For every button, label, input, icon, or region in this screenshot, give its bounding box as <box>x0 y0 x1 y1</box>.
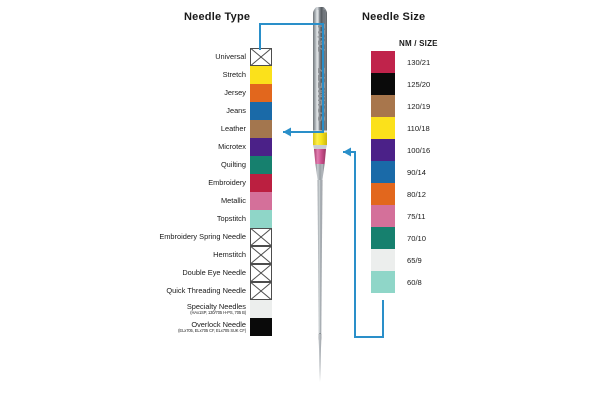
needle-type-row[interactable]: Metallic <box>150 192 272 210</box>
needle-type-label: Overlock Needle (ELx705, ELx705 CF, ELx70… <box>178 319 246 333</box>
needle-size-row[interactable]: 125/20 <box>371 73 430 95</box>
needle-type-color-swatch[interactable] <box>250 156 272 174</box>
needle-size-color-swatch[interactable] <box>371 73 395 95</box>
needle-type-label: Jersey <box>224 88 246 97</box>
needle-type-label: Hemstitch <box>213 250 246 259</box>
needle-type-label: Quick Threading Needle <box>166 286 246 295</box>
needle-type-color-swatch[interactable] <box>250 300 272 318</box>
needle-size-color-swatch[interactable] <box>371 249 395 271</box>
needle-type-row[interactable]: Stretch <box>150 66 272 84</box>
needle-size-color-swatch[interactable] <box>371 139 395 161</box>
needle-type-row[interactable]: Double Eye Needle <box>150 264 272 282</box>
needle-type-label: Double Eye Needle <box>182 268 246 277</box>
needle-type-color-swatch[interactable] <box>250 192 272 210</box>
needle-type-label: Specialty Needles (HAx1SP, 130/705 H-PS, … <box>186 301 246 315</box>
needle-type-row[interactable]: Topstitch <box>150 210 272 228</box>
needle-size-heading: Needle Size <box>362 11 426 23</box>
needle-type-color-band <box>314 149 326 164</box>
needle-type-color-swatch[interactable] <box>250 84 272 102</box>
needle-type-sublabel: (ELx705, ELx705 CF, ELx705 SUK CF) <box>178 327 246 333</box>
needle-type-row[interactable]: Microtex <box>150 138 272 156</box>
needle-size-color-swatch[interactable] <box>371 51 395 73</box>
needle-size-color-swatch[interactable] <box>371 161 395 183</box>
needle-type-color-swatch[interactable] <box>250 282 272 300</box>
needle-type-label: Topstitch <box>216 214 246 223</box>
needle-type-sublabel: (HAx1SP, 130/705 H-PS, 705 B) <box>190 309 246 315</box>
needle-type-row[interactable]: Embroidery <box>150 174 272 192</box>
needle-size-color-swatch[interactable] <box>371 227 395 249</box>
needle-type-row[interactable]: Universal <box>150 48 272 66</box>
needle-type-color-swatch[interactable] <box>250 174 272 192</box>
needle-type-label: Leather <box>220 124 246 133</box>
needle-type-row[interactable]: Jersey <box>150 84 272 102</box>
needle-type-label: Jeans <box>226 106 246 115</box>
needle-size-label: 90/14 <box>407 167 427 177</box>
needle-size-label: 120/19 <box>407 101 431 111</box>
needle-type-row[interactable]: Embroidery Spring Needle <box>150 228 272 246</box>
needle-type-color-swatch[interactable] <box>250 48 272 66</box>
needle-type-label: Metallic <box>220 196 246 205</box>
needle-type-color-swatch[interactable] <box>250 102 272 120</box>
needle-size-label: 110/18 <box>407 123 430 133</box>
needle-type-label: Embroidery Spring Needle <box>159 232 246 241</box>
needle-size-list: 130/21 125/20 120/19 110/18 100/16 90/14 80/12… <box>371 51 430 293</box>
needle-size-label: 130/21 <box>407 57 431 67</box>
needle-size-color-swatch[interactable] <box>371 117 395 139</box>
needle-size-color-swatch[interactable] <box>371 183 395 205</box>
needle-size-label: 80/12 <box>407 189 427 199</box>
needle-size-row[interactable]: 100/16 <box>371 139 430 161</box>
needle-type-label: Microtex <box>218 142 246 151</box>
sewing-needle-illustration <box>313 7 327 382</box>
needle-size-color-swatch[interactable] <box>371 95 395 117</box>
needle-size-label: 60/8 <box>407 277 422 287</box>
needle-size-color-band <box>313 132 327 145</box>
needle-type-color-swatch[interactable] <box>250 210 272 228</box>
needle-size-label: 70/10 <box>407 233 427 243</box>
needle-type-row[interactable]: Quick Threading Needle <box>150 282 272 300</box>
needle-type-color-swatch[interactable] <box>250 246 272 264</box>
needle-type-heading: Needle Type <box>184 11 251 23</box>
nm-size-column-header: NM / SIZE <box>399 39 438 48</box>
needle-type-label: Universal <box>215 52 246 61</box>
needle-type-color-swatch[interactable] <box>250 228 272 246</box>
needle-type-color-swatch[interactable] <box>250 66 272 84</box>
needle-type-label: Stretch <box>222 70 246 79</box>
needle-type-row[interactable]: Specialty Needles (HAx1SP, 130/705 H-PS, … <box>150 300 272 318</box>
needle-size-row[interactable]: 130/21 <box>371 51 430 73</box>
needle-size-row[interactable]: 70/10 <box>371 227 430 249</box>
needle-type-label: Embroidery <box>208 178 246 187</box>
connector-arrow-upper <box>283 127 291 137</box>
needle-size-label: 65/9 <box>407 255 422 265</box>
connector-arrow-lower <box>343 147 351 157</box>
needle-size-row[interactable]: 110/18 <box>371 117 430 139</box>
needle-type-row[interactable]: Jeans <box>150 102 272 120</box>
needle-size-row[interactable]: 120/19 <box>371 95 430 117</box>
needle-size-color-swatch[interactable] <box>371 271 395 293</box>
needle-size-color-swatch[interactable] <box>371 205 395 227</box>
needle-size-row[interactable]: 80/12 <box>371 183 430 205</box>
needle-type-row[interactable]: Hemstitch <box>150 246 272 264</box>
needle-size-row[interactable]: 60/8 <box>371 271 430 293</box>
needle-size-row[interactable]: 90/14 <box>371 161 430 183</box>
needle-size-row[interactable]: 65/9 <box>371 249 430 271</box>
needle-type-color-swatch[interactable] <box>250 264 272 282</box>
needle-size-row[interactable]: 75/11 <box>371 205 430 227</box>
needle-point <box>318 334 322 382</box>
needle-type-list: Universal Stretch Jersey Jeans Leather Microt… <box>150 48 272 336</box>
needle-type-label: Quilting <box>220 160 246 169</box>
needle-type-color-swatch[interactable] <box>250 138 272 156</box>
needle-type-row[interactable]: Overlock Needle (ELx705, ELx705 CF, ELx70… <box>150 318 272 336</box>
needle-size-label: 100/16 <box>407 145 431 155</box>
needle-size-label: 75/11 <box>407 211 426 221</box>
needle-type-row[interactable]: Quilting <box>150 156 272 174</box>
needle-type-row[interactable]: Leather <box>150 120 272 138</box>
needle-type-color-swatch[interactable] <box>250 318 272 336</box>
needle-type-color-swatch[interactable] <box>250 120 272 138</box>
needle-size-label: 125/20 <box>407 79 431 89</box>
